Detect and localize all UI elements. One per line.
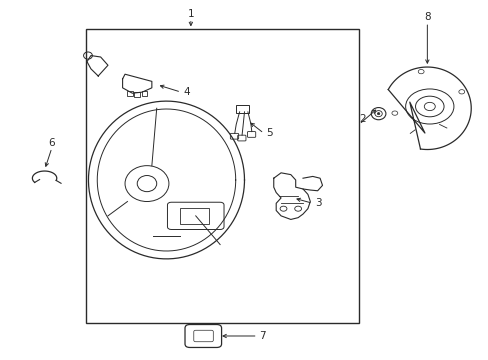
Text: 5: 5	[266, 129, 272, 138]
Ellipse shape	[377, 113, 379, 115]
Text: 2: 2	[358, 114, 365, 125]
Text: 6: 6	[48, 138, 55, 148]
Bar	[86, 30, 358, 323]
Text: 3: 3	[315, 198, 321, 208]
Text: 7: 7	[259, 331, 265, 341]
Text: 8: 8	[423, 12, 430, 22]
Text: 4: 4	[183, 87, 190, 97]
Text: 1: 1	[187, 9, 194, 19]
